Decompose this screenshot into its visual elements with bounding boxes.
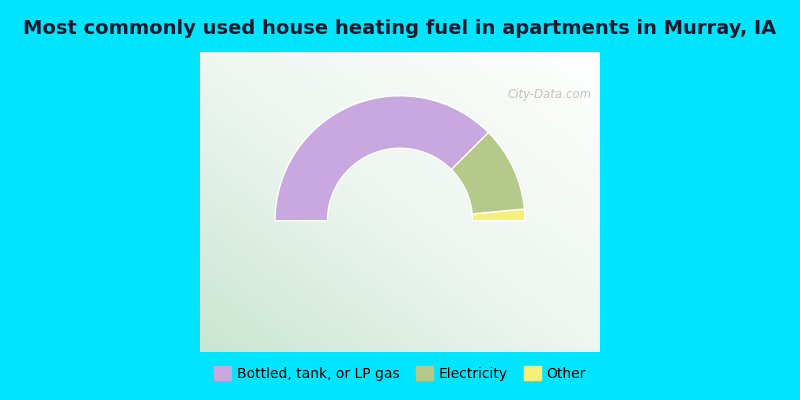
Wedge shape (472, 209, 525, 221)
Wedge shape (451, 132, 525, 214)
Text: City-Data.com: City-Data.com (508, 88, 592, 101)
Wedge shape (275, 96, 488, 221)
Text: Most commonly used house heating fuel in apartments in Murray, IA: Most commonly used house heating fuel in… (23, 19, 777, 38)
Legend: Bottled, tank, or LP gas, Electricity, Other: Bottled, tank, or LP gas, Electricity, O… (209, 361, 591, 386)
